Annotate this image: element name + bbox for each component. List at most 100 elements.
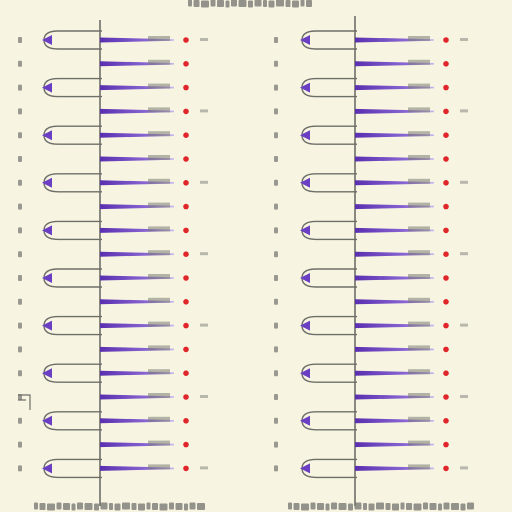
stem-line	[355, 299, 434, 305]
row-label-illegible	[274, 465, 278, 472]
stem-line	[355, 61, 434, 67]
value-text-illegible	[148, 36, 170, 41]
illegible-glyph	[288, 502, 292, 510]
terminal-dot	[443, 418, 449, 424]
value-text-illegible	[408, 274, 430, 279]
row-label-illegible	[18, 275, 22, 281]
value-text-illegible	[408, 155, 430, 160]
row-label-illegible	[18, 179, 22, 186]
terminal-dot	[183, 275, 189, 281]
stem-line	[100, 85, 174, 91]
illegible-glyph	[325, 503, 330, 511]
row-label-illegible	[274, 132, 278, 139]
bulb-outline	[301, 411, 357, 431]
value-text-illegible	[408, 393, 430, 398]
row-label-illegible	[18, 37, 22, 43]
stem-line	[355, 275, 434, 281]
terminal-dot	[183, 251, 189, 257]
value-text-illegible	[408, 321, 430, 327]
bulb-outline	[301, 173, 357, 193]
value-text-illegible	[148, 416, 170, 422]
bulb-cap	[42, 415, 52, 426]
value-text-illegible	[408, 226, 430, 232]
bulb-outline	[43, 315, 102, 336]
illegible-glyph	[354, 502, 362, 510]
illegible-glyph	[392, 503, 399, 511]
row-label-illegible	[18, 203, 22, 210]
row-label-illegible	[274, 441, 278, 448]
value-text-illegible	[148, 226, 170, 232]
value-text-illegible	[148, 131, 170, 137]
row-label-illegible	[274, 370, 278, 377]
row-label-illegible	[274, 394, 278, 400]
side-mark-illegible	[460, 109, 468, 113]
illegible-glyph	[131, 503, 137, 510]
illegible-glyph	[467, 502, 474, 510]
illegible-glyph	[263, 0, 267, 7]
row-label-illegible	[274, 60, 278, 67]
side-mark-illegible	[460, 466, 468, 470]
terminal-dot	[183, 37, 189, 43]
bulb-cap	[42, 225, 52, 236]
row-label-illegible	[274, 84, 278, 91]
bulb-cap	[300, 320, 310, 331]
value-text-illegible	[408, 178, 430, 184]
value-text-illegible	[148, 274, 170, 279]
terminal-dot	[183, 180, 189, 186]
bulb-outline	[43, 411, 102, 431]
row-label-illegible	[18, 132, 22, 139]
terminal-dot	[443, 465, 449, 472]
panel-left	[18, 20, 208, 506]
bracket-detail	[18, 394, 31, 410]
terminal-dot	[443, 275, 449, 281]
bulb-cap	[300, 35, 310, 45]
bulb-outline	[301, 458, 357, 479]
illegible-glyph	[293, 503, 300, 510]
terminal-dot	[183, 227, 189, 234]
terminal-dot	[443, 441, 449, 448]
bulb-cap	[300, 415, 310, 426]
illegible-glyph	[285, 0, 291, 7]
row-label-illegible	[18, 346, 22, 353]
terminal-dot	[183, 203, 189, 210]
illegible-glyph	[210, 0, 216, 7]
illegible-glyph	[276, 0, 284, 7]
illegible-glyph	[348, 503, 353, 511]
terminal-dot	[443, 156, 449, 162]
value-text-illegible	[408, 250, 430, 256]
bulb-cap	[42, 82, 52, 93]
terminal-dot	[443, 37, 449, 43]
illegible-glyph	[300, 0, 305, 7]
illegible-glyph	[385, 503, 391, 510]
illegible-glyph	[310, 502, 316, 510]
terminal-dot	[183, 465, 189, 472]
value-text-illegible	[148, 107, 170, 113]
terminal-dot	[183, 61, 189, 67]
bulb-cap	[300, 130, 310, 141]
bulb-cap	[300, 273, 310, 283]
side-mark-illegible	[200, 252, 208, 256]
terminal-dot	[443, 322, 449, 329]
stem-line	[355, 227, 434, 233]
footer-text-right-illegible	[288, 502, 474, 511]
illegible-glyph	[100, 502, 108, 510]
stem-line	[100, 370, 174, 376]
stem-line	[355, 442, 434, 448]
illegible-glyph	[231, 0, 237, 7]
stem-line	[355, 108, 434, 114]
stem-line	[355, 418, 434, 424]
stem-line	[100, 132, 174, 138]
stem-line	[355, 251, 434, 257]
row-label-illegible	[18, 60, 22, 67]
stem-line	[100, 61, 174, 67]
terminal-dot	[183, 370, 189, 377]
side-mark-illegible	[460, 323, 468, 327]
bulb-cap	[42, 130, 52, 141]
illegible-glyph	[94, 503, 99, 511]
header-text-illegible	[188, 0, 312, 8]
bulb-outline	[301, 77, 357, 98]
terminal-dot	[183, 299, 189, 305]
panel-right	[274, 16, 468, 506]
